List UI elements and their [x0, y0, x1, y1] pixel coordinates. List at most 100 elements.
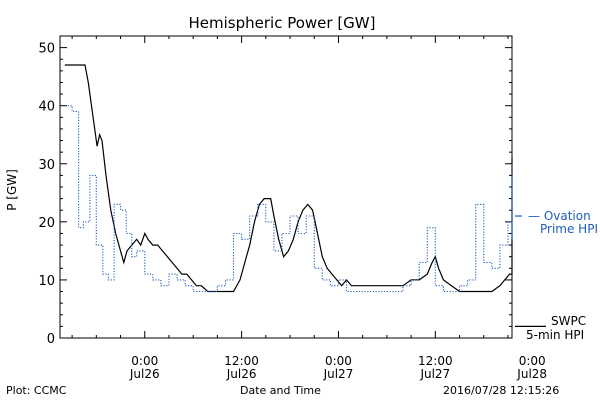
x-tick-time-label: 12:00: [224, 354, 259, 368]
data-point: [511, 215, 512, 216]
data-point: [386, 285, 387, 286]
data-point: [511, 181, 512, 182]
swpc-series-label: SWPC 5-min HPI: [526, 314, 586, 342]
data-point: [356, 285, 357, 286]
data-point: [233, 291, 234, 292]
data-point: [327, 268, 328, 269]
data-point: [201, 291, 202, 292]
data-point: [351, 285, 352, 286]
data-point: [270, 198, 271, 199]
data-point: [239, 279, 240, 280]
data-point: [330, 285, 331, 286]
data-point: [108, 279, 109, 280]
data-point: [140, 245, 141, 246]
data-point: [499, 245, 500, 246]
data-point: [331, 274, 332, 275]
data-point: [511, 169, 512, 170]
data-point: [499, 285, 500, 286]
x-tick-date-label: Jul27: [323, 367, 354, 381]
series-line-swpc: [64, 64, 513, 293]
data-point: [451, 285, 452, 286]
data-point: [511, 204, 512, 205]
data-point: [167, 256, 168, 257]
x-tick-time-label: 0:00: [519, 354, 546, 368]
chart-title: Hemispheric Power [GW]: [189, 14, 376, 32]
plot-frame: [59, 35, 513, 339]
data-point: [244, 262, 245, 263]
data-point: [88, 82, 89, 83]
data-point: [511, 245, 512, 246]
data-point: [298, 233, 299, 234]
data-point: [97, 146, 98, 147]
data-point: [93, 117, 94, 118]
data-point: [475, 204, 476, 205]
data-point: [96, 245, 97, 246]
data-point: [225, 291, 226, 292]
data-point: [136, 250, 137, 251]
data-point: [241, 239, 242, 240]
data-point: [459, 285, 460, 286]
data-point: [225, 279, 226, 280]
data-point: [293, 239, 294, 240]
data-point: [78, 227, 79, 228]
data-point: [511, 175, 512, 176]
data-point: [259, 204, 260, 205]
data-point: [114, 204, 115, 205]
ovation-series-label: — Ovation Prime HPI: [528, 209, 598, 236]
data-point: [451, 291, 452, 292]
data-point: [378, 291, 379, 292]
footer-x-axis-title: Date and Time: [240, 384, 321, 397]
data-point: [378, 285, 379, 286]
y-tick-label: 40: [38, 100, 55, 115]
data-point: [511, 192, 512, 193]
data-point: [126, 233, 127, 234]
data-point: [176, 279, 177, 280]
data-point: [491, 291, 492, 292]
data-point: [233, 233, 234, 234]
data-point: [101, 140, 102, 141]
y-tick-label: 0: [47, 332, 55, 347]
data-point: [181, 274, 182, 275]
data-point: [427, 227, 428, 228]
data-point: [217, 285, 218, 286]
y-tick-label: 20: [38, 216, 55, 231]
data-point: [201, 285, 202, 286]
data-point: [346, 291, 347, 292]
data-point: [394, 291, 395, 292]
data-point: [196, 285, 197, 286]
data-point: [435, 285, 436, 286]
data-point: [507, 221, 508, 222]
y-tick-label: 10: [38, 274, 55, 289]
data-point: [120, 250, 121, 251]
x-tick-date-label: Jul27: [419, 367, 450, 381]
data-point: [147, 239, 148, 240]
data-point: [438, 268, 439, 269]
data-point: [176, 268, 177, 269]
data-point: [354, 291, 355, 292]
data-point: [511, 227, 512, 228]
data-point: [483, 262, 484, 263]
data-point: [322, 256, 323, 257]
data-point: [64, 64, 65, 65]
swpc-label-line1: SWPC: [551, 314, 586, 328]
data-point: [306, 215, 307, 216]
data-point: [511, 274, 512, 275]
data-point: [312, 210, 313, 211]
data-point: [172, 262, 173, 263]
x-tick-date-label: Jul28: [516, 367, 547, 381]
data-point: [338, 279, 339, 280]
data-point: [64, 105, 65, 106]
data-point: [302, 210, 303, 211]
data-point: [102, 274, 103, 275]
data-point: [191, 279, 192, 280]
data-point: [419, 262, 420, 263]
data-point: [152, 279, 153, 280]
series-layer: [64, 64, 513, 293]
data-point: [443, 291, 444, 292]
data-point: [193, 291, 194, 292]
data-point: [314, 268, 315, 269]
ovation-label-line1: — Ovation: [528, 209, 591, 223]
series-line-ovation: [64, 105, 513, 293]
data-point: [322, 279, 323, 280]
